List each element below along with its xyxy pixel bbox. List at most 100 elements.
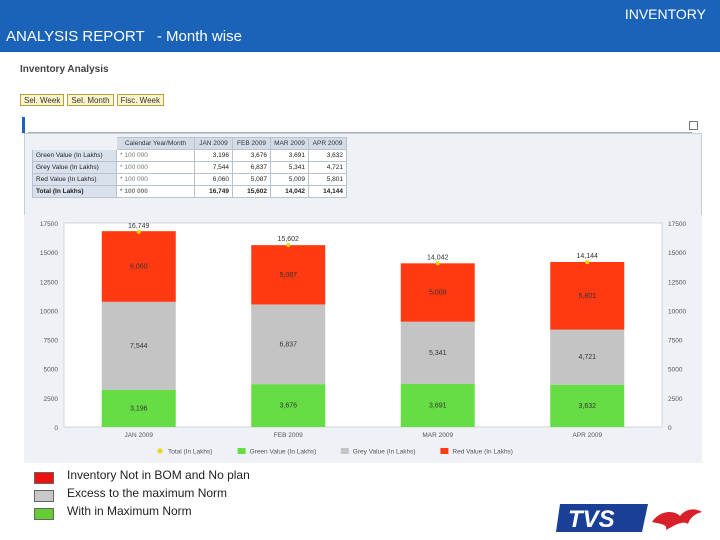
row-label: Red Value (In Lakhs) [32, 173, 117, 186]
horse-icon [652, 509, 702, 530]
bar-value-label: 5,087 [279, 272, 297, 279]
table-header: FEB 2009 [232, 137, 271, 150]
y-tick-label-right: 7500 [668, 338, 683, 345]
table-cell: 5,087 [232, 173, 271, 186]
bar-segment [550, 329, 625, 385]
bar-segment [251, 384, 326, 427]
table-cell: 14,042 [270, 185, 309, 198]
y-tick-label-left: 15000 [40, 250, 58, 257]
x-tick-label: MAR 2009 [422, 432, 453, 439]
select-month-button[interactable]: Sel. Month [67, 94, 114, 106]
strip-accent [22, 117, 25, 133]
bar-segment [550, 262, 625, 330]
total-value-label: 15,602 [278, 236, 300, 243]
bar-value-label: 5,009 [429, 290, 447, 297]
bar-segment [251, 304, 326, 385]
total-value-label: 16,749 [128, 223, 150, 230]
table-header-row: Calendar Year/Month JAN 2009 FEB 2009 MA… [32, 137, 347, 150]
y-tick-label-right: 10000 [668, 308, 686, 315]
legend-label: Red Value (In Lakhs) [452, 449, 513, 456]
y-tick-label-left: 12500 [40, 279, 58, 286]
bar-segment [550, 384, 625, 427]
legend-swatch [237, 448, 246, 454]
bar-value-label: 5,341 [429, 350, 447, 357]
logo-plate [556, 504, 648, 532]
row-norm: * 100 000 [116, 185, 195, 198]
table-header: APR 2009 [308, 137, 347, 150]
bar-value-label: 3,196 [130, 405, 148, 412]
stacked-bar-chart: 0 0 2500 2500 5000 5000 7500 7500 10000 10000 1250… [24, 215, 702, 463]
y-tick-label-left: 5000 [44, 367, 59, 374]
bar-value-label: 3,676 [279, 403, 297, 410]
y-tick-label-right: 17500 [668, 221, 686, 228]
table-cell: 16,749 [194, 185, 233, 198]
bar-value-label: 3,691 [429, 402, 447, 409]
y-tick-label-right: 15000 [668, 250, 686, 257]
bar-segment [400, 263, 475, 322]
y-tick-label-left: 2500 [44, 396, 59, 403]
table-cell: 4,721 [308, 161, 347, 174]
legend-marker [157, 448, 163, 454]
y-tick-label-right: 0 [668, 425, 672, 432]
x-tick-label: FEB 2009 [274, 432, 303, 439]
table-row: Total (In Lakhs) * 100 000 16,749 15,602… [32, 185, 347, 198]
bar-value-label: 7,544 [130, 343, 148, 350]
legend-label: Green Value (In Lakhs) [250, 449, 317, 456]
table-cell: 3,691 [270, 149, 309, 162]
y-tick-label-right: 2500 [668, 396, 683, 403]
bar-value-label: 3,632 [578, 403, 596, 410]
tvs-logo-mark: TVS [556, 504, 702, 533]
report-title: ANALYSIS REPORT - Month wise [6, 28, 242, 45]
bar-segment [400, 383, 475, 427]
select-week-button[interactable]: Sel. Week [20, 94, 65, 106]
header-bar: INVENTORY ANALYSIS REPORT - Month wise [0, 0, 720, 52]
panel-title: Inventory Analysis [20, 64, 109, 75]
table-row: Grey Value (In Lakhs) * 100 000 7,544 6,… [32, 161, 347, 174]
table-header: JAN 2009 [194, 137, 233, 150]
bar-segment [251, 245, 326, 305]
total-value-label: 14,042 [427, 254, 449, 261]
table-cell: 5,801 [308, 173, 347, 186]
row-norm: * 100 000 [116, 173, 195, 186]
table-cell: 3,632 [308, 149, 347, 162]
row-norm: * 100 000 [116, 161, 195, 174]
tvs-logo: TVS [556, 502, 706, 534]
y-tick-label-left: 17500 [40, 221, 58, 228]
key-swatch-grey [34, 490, 54, 502]
key-label: With in Maximum Norm [67, 504, 192, 518]
row-norm: * 100 000 [116, 149, 195, 162]
view-button-row: Sel. Week Sel. Month Fisc. Week [20, 94, 164, 106]
legend-label: Grey Value (In Lakhs) [353, 449, 416, 456]
bar-value-label: 4,721 [578, 354, 596, 361]
table-row: Green Value (In Lakhs) * 100 000 3,196 3… [32, 149, 347, 162]
table-cell: 14,144 [308, 185, 347, 198]
panel-strip [22, 117, 698, 133]
table-cell: 15,602 [232, 185, 271, 198]
table-header: MAR 2009 [270, 137, 309, 150]
data-table: Calendar Year/Month JAN 2009 FEB 2009 MA… [32, 137, 347, 198]
table-cell: 3,196 [194, 149, 233, 162]
y-tick-label-left: 0 [54, 425, 58, 432]
fiscal-week-button[interactable]: Fisc. Week [116, 94, 164, 106]
row-label: Green Value (In Lakhs) [32, 149, 117, 162]
expand-checkbox[interactable] [689, 121, 698, 130]
y-tick-label-left: 7500 [44, 338, 59, 345]
y-tick-label-right: 5000 [668, 367, 683, 374]
bar-value-label: 6,837 [279, 341, 297, 348]
table-cell: 3,676 [232, 149, 271, 162]
table-cell: 6,060 [194, 173, 233, 186]
table-cell: 5,009 [270, 173, 309, 186]
table-row: Red Value (In Lakhs) * 100 000 6,060 5,0… [32, 173, 347, 186]
legend-label: Total (In Lakhs) [168, 449, 212, 456]
strip-divider [28, 132, 692, 133]
total-point [585, 260, 590, 265]
key-label: Excess to the maximum Norm [67, 486, 228, 500]
table-cell: 5,341 [270, 161, 309, 174]
total-value-label: 14,144 [577, 253, 599, 260]
y-tick-label-left: 10000 [40, 308, 58, 315]
bar-value-label: 6,060 [130, 263, 148, 270]
legend-swatch [340, 448, 349, 454]
row-label: Grey Value (In Lakhs) [32, 161, 117, 174]
logo-text: TVS [568, 506, 615, 533]
corner-title: INVENTORY [624, 6, 706, 22]
